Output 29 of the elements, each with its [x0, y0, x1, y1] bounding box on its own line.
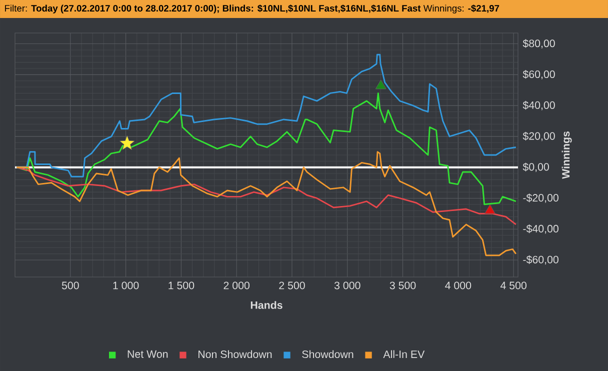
y-tick-label: $40,00 — [522, 100, 555, 110]
x-tick-label: 1 000 — [113, 282, 139, 290]
x-axis-title: Hands — [250, 301, 282, 309]
y-tick-label: $0,00 — [522, 162, 549, 172]
x-tick-label: 4 000 — [445, 282, 472, 290]
x-tick-label: 1 500 — [168, 282, 194, 290]
line-series — [16, 151, 517, 256]
y-tick-label: -$40,00 — [523, 224, 558, 234]
x-tick-label: 3 500 — [390, 282, 416, 290]
y-tick-label: $20,00 — [522, 132, 555, 142]
point — [484, 204, 496, 214]
x-tick-label: 2 500 — [279, 282, 305, 290]
line-series — [16, 166, 517, 226]
legend-label: Showdown — [302, 350, 354, 358]
x-tick-label: 3 000 — [334, 282, 360, 290]
legend-label: Non Showdown — [198, 350, 272, 358]
y-tick-label: -$20,00 — [523, 194, 558, 203]
legend-label: All-In EV — [383, 350, 425, 358]
x-tick-label: 2 000 — [224, 282, 250, 290]
point — [120, 135, 135, 150]
chart-title: Filter: Today (27.02.2017 0:00 to 28.02.2017 0:00); Blinds: $10NL,$10NL Fast,$16NL,$16NL Fast Winnings: -$21,97 — [5, 4, 500, 14]
legend-label: Net Won — [128, 350, 168, 358]
y-tick-label: -$60,00 — [523, 255, 558, 265]
point — [375, 80, 386, 90]
y-tick-label: $60,00 — [522, 70, 555, 80]
x-tick-label: 500 — [62, 282, 79, 290]
y-tick-label: $80,00 — [522, 39, 555, 48]
y-axis-title: Winnings — [562, 131, 572, 179]
x-tick-label: 4 500 — [500, 282, 526, 290]
